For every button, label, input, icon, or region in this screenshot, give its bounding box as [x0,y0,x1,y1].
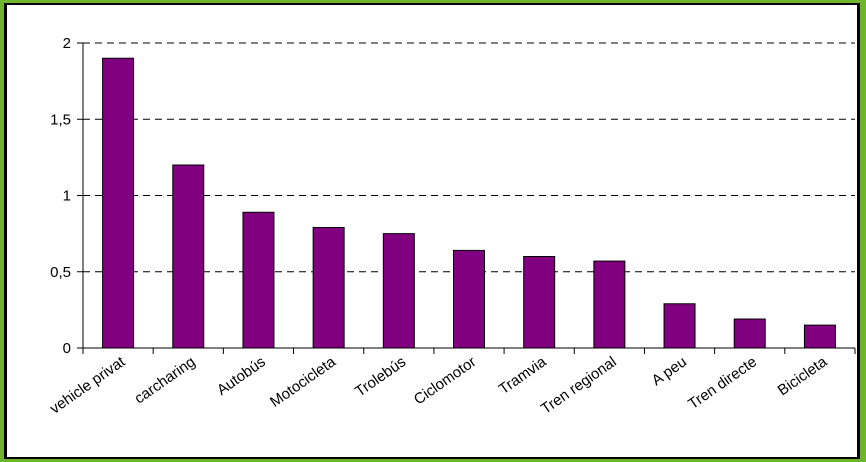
y-tick-label: 2 [63,35,71,52]
x-category-labels: vehicle privat carcharing AutobúsMotocicle… [47,353,831,418]
y-tick-label: 0,5 [50,264,71,281]
x-category-label: Bicicleta [775,353,831,399]
y-tick-labels: 0 0,5 1 1,5 2 [50,35,71,357]
bar [172,164,205,349]
chart-frame: 0 0,5 1 1,5 2 vehicle privat carcharing Autobú… [4,3,860,459]
x-category-label: A peu [649,353,690,389]
x-category-label: Ciclomotor [411,353,479,408]
bar [663,303,696,349]
bar [803,324,836,349]
y-tick-label: 1,5 [50,111,71,128]
x-category-label: Motocicleta [267,353,339,411]
bar [382,233,415,349]
bars [102,57,836,349]
bar-chart: 0 0,5 1 1,5 2 vehicle privat carcharing Autobú… [47,35,856,418]
bar [242,211,275,349]
bar [453,249,485,349]
x-category-label: Tren regional [538,353,620,417]
x-category-label: vehicle privat [47,353,129,418]
y-tick-label: 1 [63,188,71,205]
axes [77,42,856,354]
x-category-label: Tramvia [496,353,550,398]
bar [733,318,766,349]
x-category-label: carcharing [131,353,198,407]
bar [523,256,556,349]
y-tick-label: 0 [63,340,71,357]
x-category-label: Trolebús [352,353,409,400]
bar [102,57,135,349]
x-category-label: Tren directe [685,353,760,413]
x-category-label: Autobús [214,353,269,398]
bar [312,227,345,349]
bar [593,260,626,349]
